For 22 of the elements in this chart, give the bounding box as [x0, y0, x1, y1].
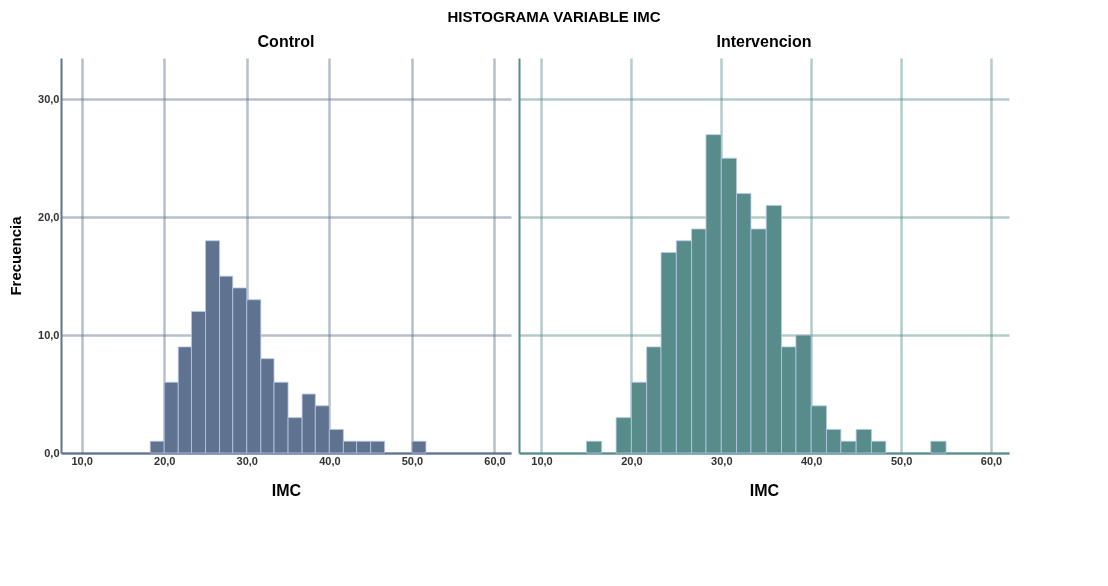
chart-title: Intervencion [716, 33, 812, 50]
x-tick-label: 40,0 [319, 454, 341, 467]
x-tick-label: 30,0 [236, 454, 258, 467]
x-axis-title: IMC [749, 481, 780, 499]
y-tick-label: 20,0 [38, 210, 60, 223]
x-tick-label: 50,0 [890, 454, 913, 467]
x-tick-label: 50,0 [401, 454, 424, 467]
chart-subtitle: Control [257, 33, 315, 50]
x-tick-label: 20,0 [621, 454, 643, 467]
x-tick-label: 40,0 [800, 454, 823, 467]
x-tick-label: 20,0 [154, 454, 176, 467]
x-tick-label: 30,0 [711, 454, 733, 467]
x-tick-label: 10,0 [71, 454, 93, 467]
x-axis-title: IMC [271, 481, 302, 499]
x-tick-label: 60,0 [980, 454, 1003, 467]
text: HISTOGRAMA VARIABLE IMC [446, 7, 662, 27]
y-axis-title: Frecuencia [7, 215, 25, 296]
y-tick-label: 30,0 [38, 92, 60, 105]
y-tick-label: 10,0 [38, 328, 60, 341]
x-tick-label: 60,0 [484, 454, 506, 467]
x-tick-label: 10,0 [531, 454, 553, 467]
y-tick-label: 0,0 [44, 446, 60, 459]
